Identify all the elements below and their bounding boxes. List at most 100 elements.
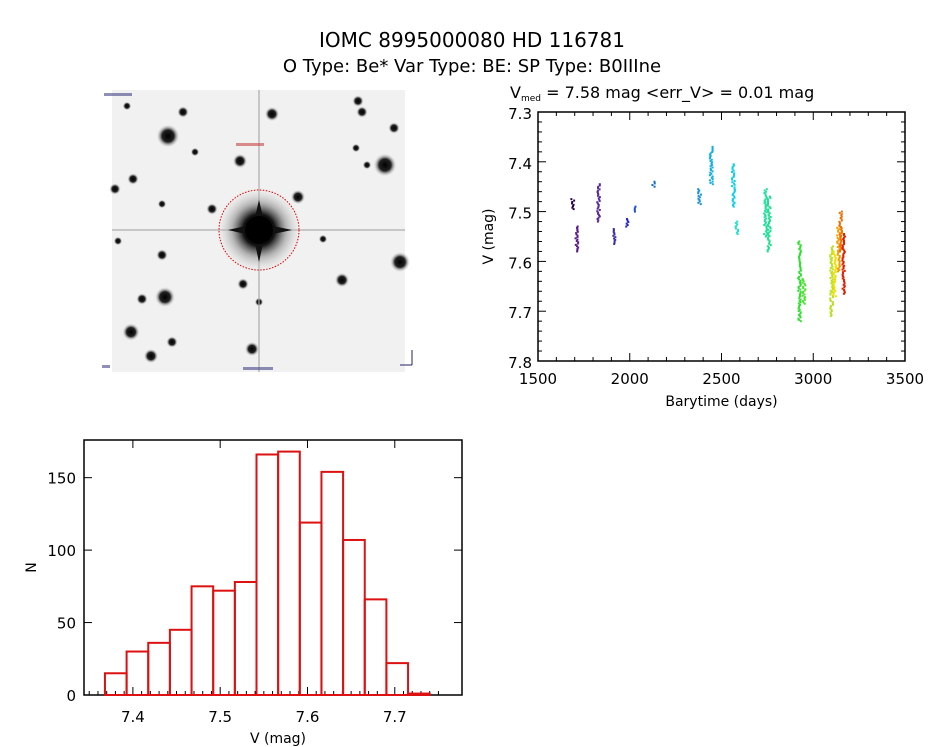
data-point bbox=[731, 194, 734, 197]
data-point bbox=[830, 264, 833, 267]
data-point bbox=[833, 277, 836, 280]
y-tick-label: 7.4 bbox=[508, 155, 532, 173]
data-point bbox=[710, 158, 713, 161]
data-point bbox=[573, 199, 576, 202]
data-point bbox=[597, 219, 600, 222]
data-point bbox=[838, 269, 841, 272]
data-point bbox=[797, 287, 800, 290]
data-point bbox=[841, 257, 844, 260]
histogram-bar bbox=[255, 453, 280, 697]
data-point bbox=[769, 230, 772, 233]
data-point bbox=[798, 240, 801, 243]
data-point bbox=[765, 230, 768, 233]
data-point bbox=[767, 247, 770, 250]
star bbox=[127, 173, 139, 185]
star bbox=[352, 95, 364, 107]
data-point bbox=[768, 214, 771, 217]
histogram-bar bbox=[277, 450, 301, 696]
data-point bbox=[597, 189, 600, 192]
data-point bbox=[829, 293, 832, 296]
data-point bbox=[799, 246, 802, 249]
data-point bbox=[834, 265, 837, 268]
data-point bbox=[764, 204, 767, 207]
data-point bbox=[803, 297, 806, 300]
data-point bbox=[842, 240, 845, 243]
y-tick-label: 7.8 bbox=[508, 354, 532, 372]
data-point bbox=[841, 274, 844, 277]
data-point bbox=[841, 244, 844, 247]
data-point bbox=[577, 241, 580, 244]
data-point bbox=[596, 220, 599, 223]
data-point bbox=[768, 205, 771, 208]
data-point bbox=[596, 207, 599, 210]
data-point bbox=[597, 203, 600, 206]
data-point bbox=[634, 205, 637, 208]
histogram-bar bbox=[168, 628, 193, 697]
data-point bbox=[838, 243, 841, 246]
data-point bbox=[830, 310, 833, 313]
data-point bbox=[612, 230, 615, 233]
data-point bbox=[843, 252, 846, 255]
data-point bbox=[838, 222, 841, 225]
data-point bbox=[596, 217, 599, 220]
star bbox=[206, 203, 218, 215]
data-point bbox=[709, 160, 712, 163]
data-point bbox=[576, 247, 579, 250]
data-point bbox=[799, 279, 802, 282]
data-point bbox=[765, 211, 768, 214]
data-point bbox=[596, 192, 599, 195]
data-point bbox=[612, 229, 615, 232]
data-point bbox=[831, 270, 834, 273]
data-point bbox=[798, 293, 801, 296]
data-point bbox=[766, 198, 769, 201]
data-point bbox=[842, 248, 845, 251]
data-point bbox=[843, 264, 846, 267]
data-point bbox=[708, 157, 711, 160]
data-point bbox=[838, 257, 841, 260]
data-point bbox=[799, 244, 802, 247]
data-point bbox=[576, 228, 579, 231]
data-point bbox=[841, 277, 844, 280]
data-point bbox=[834, 268, 837, 271]
data-point bbox=[598, 198, 601, 201]
star bbox=[177, 106, 189, 118]
data-point bbox=[763, 232, 766, 235]
star bbox=[244, 341, 260, 357]
data-point bbox=[769, 207, 772, 210]
data-point bbox=[653, 180, 656, 183]
data-point bbox=[598, 183, 601, 186]
star bbox=[190, 147, 200, 157]
data-point bbox=[843, 286, 846, 289]
histogram-bar bbox=[212, 589, 236, 697]
data-point bbox=[840, 240, 843, 243]
data-point bbox=[697, 188, 700, 191]
data-point bbox=[804, 284, 807, 287]
data-point bbox=[837, 229, 840, 232]
data-point bbox=[651, 184, 654, 187]
data-point bbox=[710, 163, 713, 166]
data-point bbox=[842, 243, 845, 246]
data-point bbox=[831, 301, 834, 304]
data-point bbox=[829, 277, 832, 280]
data-point bbox=[842, 260, 845, 263]
data-point bbox=[598, 214, 601, 217]
data-point bbox=[834, 276, 837, 279]
data-point bbox=[836, 253, 839, 256]
data-point bbox=[832, 283, 835, 286]
x-tick-label: 1500 bbox=[519, 370, 557, 388]
data-point bbox=[732, 197, 735, 200]
data-point bbox=[733, 183, 736, 186]
data-point bbox=[843, 233, 846, 236]
data-point bbox=[798, 299, 801, 302]
data-point bbox=[653, 185, 656, 188]
data-point bbox=[596, 194, 599, 197]
data-point bbox=[763, 212, 766, 215]
data-point bbox=[831, 249, 834, 252]
data-point bbox=[836, 240, 839, 243]
data-point bbox=[614, 236, 617, 239]
data-point bbox=[767, 238, 770, 241]
data-point bbox=[841, 246, 844, 249]
star bbox=[156, 124, 180, 148]
data-point bbox=[829, 305, 832, 308]
data-point bbox=[766, 250, 769, 253]
